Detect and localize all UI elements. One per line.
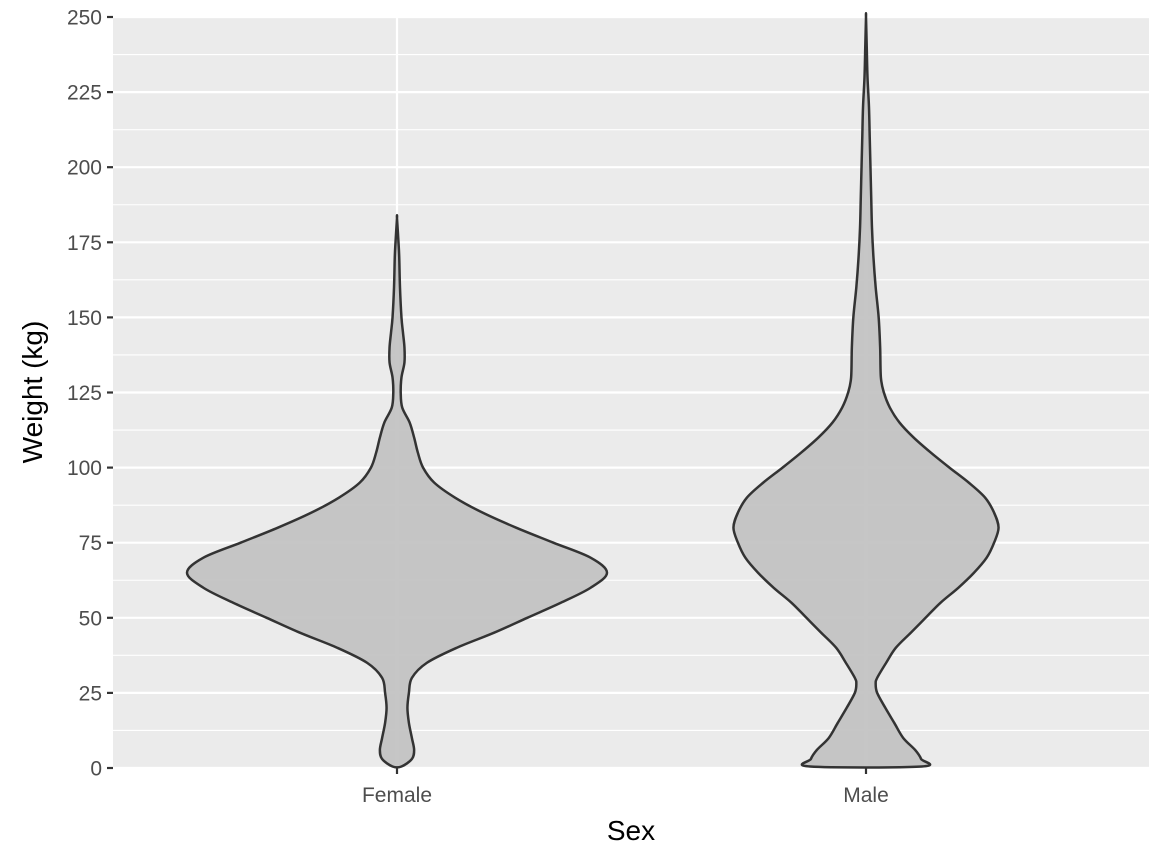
violin-shapes xyxy=(185,11,1000,769)
x-tick-label: Female xyxy=(362,784,432,807)
violin-male xyxy=(732,11,1000,769)
y-tick-label: 25 xyxy=(79,682,102,705)
y-tick-label: 150 xyxy=(67,307,102,330)
y-tick-label: 0 xyxy=(90,758,102,781)
y-tick-label: 250 xyxy=(67,7,102,30)
x-axis-title: Sex xyxy=(607,815,655,846)
x-tick-label: Male xyxy=(843,784,889,807)
y-tick-label: 125 xyxy=(67,382,102,405)
y-tick-label: 100 xyxy=(67,457,102,480)
y-axis-title: Weight (kg) xyxy=(17,321,48,464)
y-tick-label: 50 xyxy=(79,607,102,630)
violin-female xyxy=(185,214,609,769)
x-axis: Female Male xyxy=(362,768,889,807)
y-tick-label: 75 xyxy=(79,532,102,555)
y-tick-label: 200 xyxy=(67,157,102,180)
y-tick-label: 225 xyxy=(67,82,102,105)
y-axis: 0 25 50 75 100 125 150 175 200 225 250 xyxy=(67,7,113,781)
y-tick-label: 175 xyxy=(67,232,102,255)
